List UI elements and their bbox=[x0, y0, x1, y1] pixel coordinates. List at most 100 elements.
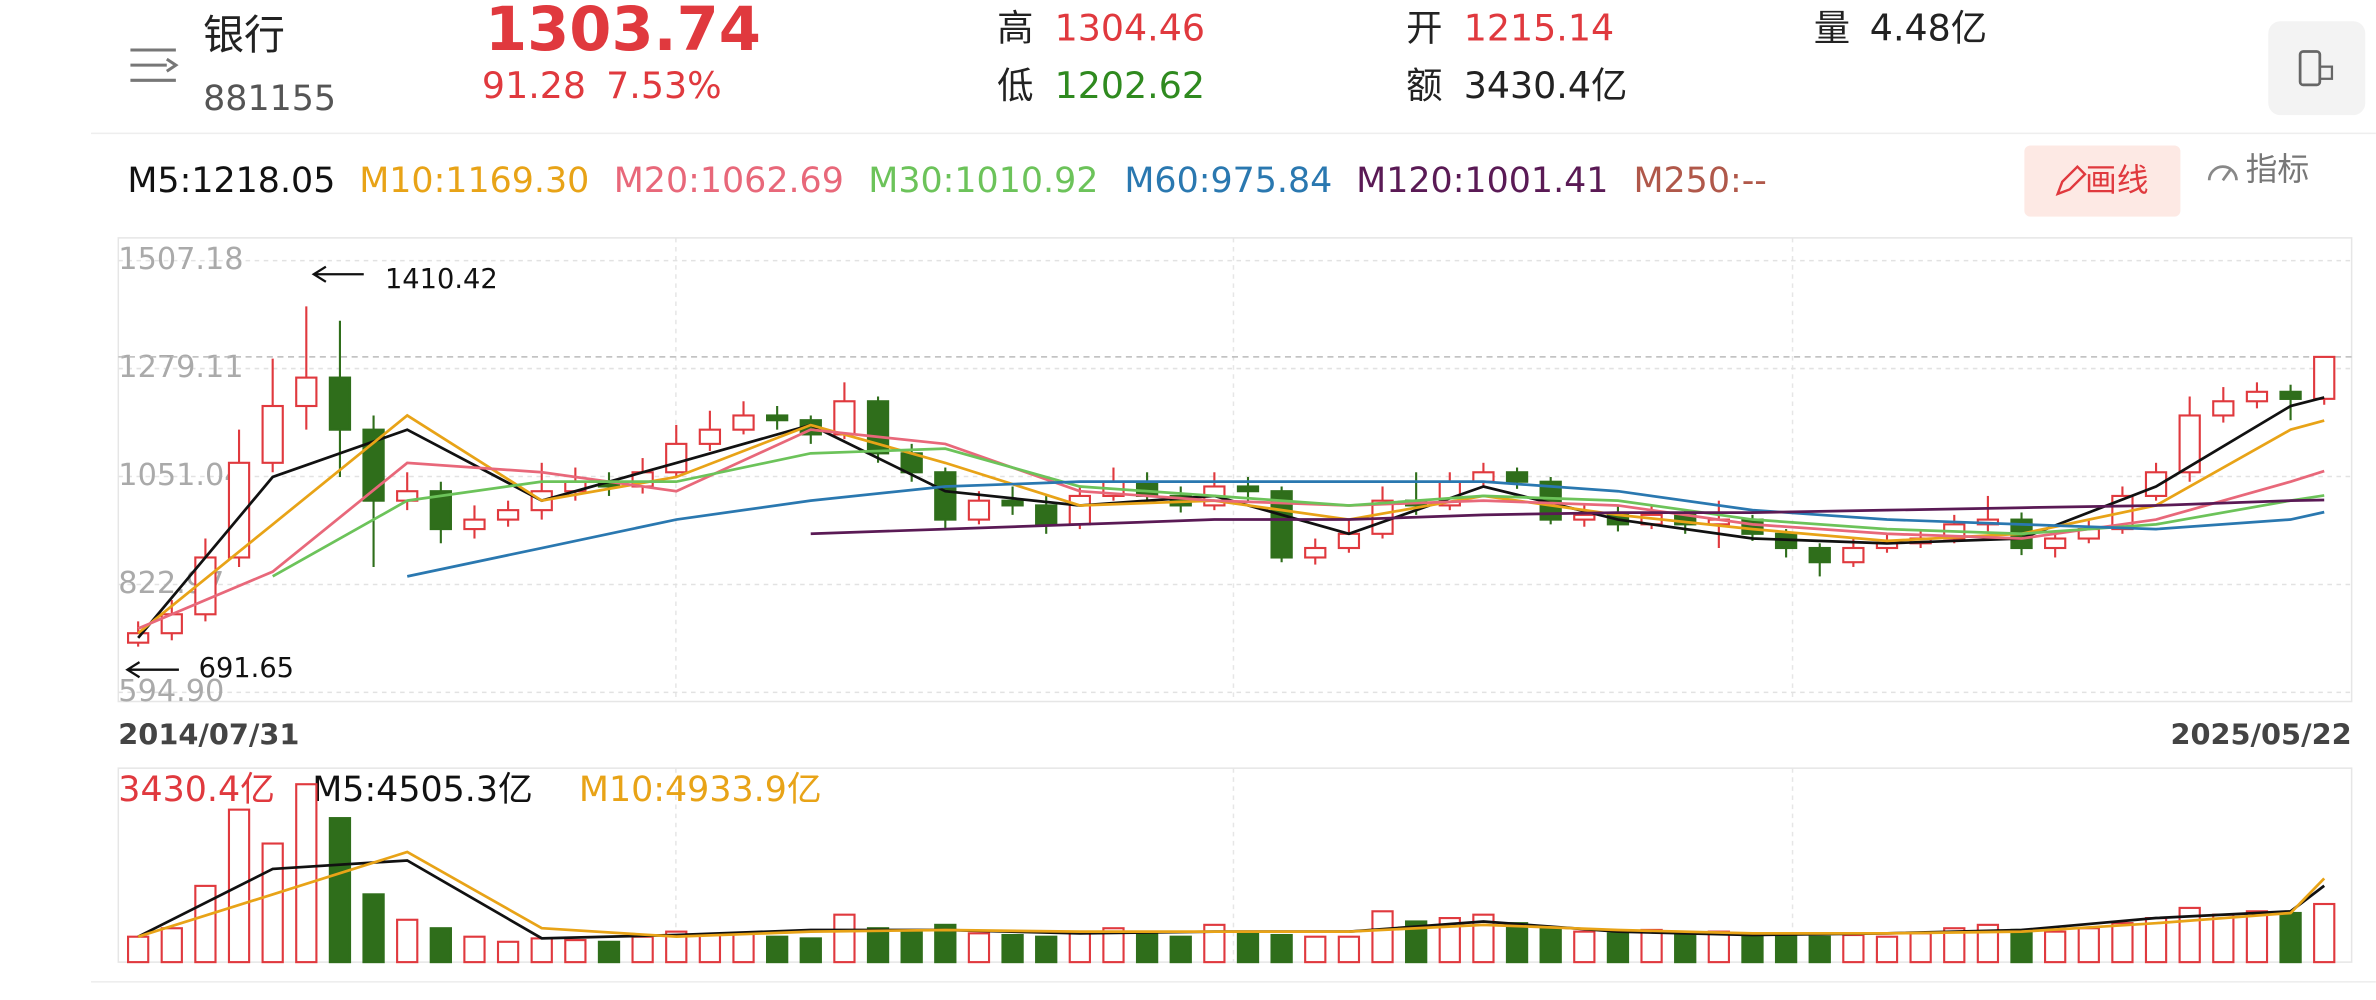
volume-bar bbox=[295, 783, 318, 964]
ma-legend-entry: M60:975.84 bbox=[1124, 161, 1332, 201]
price-panel bbox=[117, 237, 2353, 703]
low-label: 低 bbox=[997, 64, 1033, 107]
ma-legend-entry: M10:1169.30 bbox=[359, 161, 589, 201]
y-tick-label: 1051.04 bbox=[118, 458, 243, 493]
volume-bar bbox=[564, 939, 587, 964]
annotation-label: 691.65 bbox=[199, 653, 294, 684]
ma-line bbox=[137, 428, 2325, 630]
volume-bar bbox=[833, 913, 856, 964]
candle-body bbox=[967, 499, 991, 521]
volume-panel bbox=[117, 767, 2353, 963]
volume-bar bbox=[1405, 920, 1428, 964]
volume-bar bbox=[2077, 927, 2100, 964]
volume-bar bbox=[261, 842, 284, 964]
candle-body bbox=[934, 471, 957, 521]
volume-bar bbox=[799, 937, 822, 964]
volume-bar bbox=[530, 937, 553, 964]
candle-body bbox=[1573, 513, 1596, 521]
open-value: 1215.14 bbox=[1464, 6, 1614, 49]
volume-bar bbox=[597, 940, 621, 964]
volume-bar bbox=[698, 933, 722, 964]
volume-bar bbox=[732, 932, 755, 964]
candle-body bbox=[1808, 546, 1831, 564]
annotation-label: 1410.42 bbox=[385, 264, 498, 295]
volume-bar bbox=[1875, 935, 1899, 964]
volume-bar bbox=[1539, 927, 1562, 964]
volume-bar bbox=[362, 893, 385, 964]
volume-bar bbox=[1135, 932, 1159, 964]
volume-bar bbox=[2245, 910, 2269, 964]
indicator-button[interactable]: 指标 bbox=[2207, 150, 2310, 188]
indicator-label: 指标 bbox=[2246, 150, 2310, 188]
candle-body bbox=[866, 400, 890, 455]
menu-icon[interactable] bbox=[130, 48, 179, 82]
menu-arrow bbox=[165, 57, 179, 73]
pencil-icon bbox=[2055, 164, 2087, 197]
volume-bar bbox=[496, 940, 520, 964]
stock-name: 银行 bbox=[203, 11, 285, 59]
volume-legend: 3430.4亿 bbox=[118, 770, 275, 810]
candle-body bbox=[1304, 546, 1327, 559]
ma-line bbox=[406, 480, 2325, 578]
draw-button[interactable]: 画线 bbox=[2024, 145, 2181, 217]
candle-body bbox=[766, 414, 789, 422]
volume-bar bbox=[1472, 913, 1495, 964]
candle-body bbox=[295, 376, 318, 408]
volume-bar bbox=[160, 927, 183, 964]
landscape-button[interactable] bbox=[2268, 21, 2366, 116]
volume-bar bbox=[1505, 922, 1529, 964]
candle-body bbox=[463, 518, 486, 531]
volume-bar bbox=[1270, 933, 1293, 964]
volume-bar bbox=[1573, 930, 1596, 964]
volume-bar bbox=[1001, 933, 1024, 964]
ma-line bbox=[272, 447, 2325, 578]
candle-body bbox=[1505, 471, 1529, 483]
volume-bar bbox=[463, 935, 486, 964]
gauge-needle bbox=[2221, 168, 2232, 182]
volume-bar bbox=[2279, 911, 2302, 964]
low-value: 1202.62 bbox=[1055, 64, 1205, 107]
ma-legend-entry: M30:1010.92 bbox=[868, 161, 1098, 201]
candle-body bbox=[2144, 471, 2168, 498]
volume-bar bbox=[2212, 913, 2235, 964]
volume-bar bbox=[1236, 930, 1260, 964]
volume-bar bbox=[967, 932, 991, 964]
open-label: 开 bbox=[1406, 6, 1442, 49]
volume-bar bbox=[1371, 910, 1394, 964]
candle-body bbox=[1337, 532, 1361, 550]
stock-code: 881155 bbox=[203, 79, 336, 119]
y-tick-label: 1507.18 bbox=[118, 242, 243, 277]
candle-body bbox=[1035, 504, 1058, 526]
volume-value: 4.48亿 bbox=[1870, 6, 1987, 49]
volume-bar bbox=[665, 930, 688, 964]
volume-bar bbox=[396, 918, 419, 964]
candle-body bbox=[1741, 518, 1764, 535]
volume-bar bbox=[2313, 902, 2336, 964]
phone-icon-part bbox=[2318, 65, 2334, 80]
candle-body bbox=[1236, 485, 1260, 493]
volume-bar bbox=[1943, 927, 1966, 964]
candle-body bbox=[2245, 390, 2269, 403]
candle-body bbox=[126, 632, 150, 644]
volume-bar bbox=[866, 927, 890, 964]
volume-bar bbox=[429, 927, 452, 964]
ma-legend-entry: M250:-- bbox=[1633, 161, 1766, 201]
volume-bar bbox=[1068, 930, 1091, 964]
candle-body bbox=[2313, 355, 2336, 400]
volume-bar bbox=[766, 935, 789, 964]
volume-bar bbox=[1035, 935, 1058, 964]
volume-bar bbox=[1102, 927, 1125, 964]
volume-label: 量 bbox=[1814, 6, 1850, 49]
candle-body bbox=[698, 428, 722, 445]
volume-bar bbox=[2111, 922, 2134, 964]
volume-ma-legend: M5:4505.3亿 bbox=[312, 770, 533, 810]
high-label: 高 bbox=[997, 6, 1033, 49]
candle-body bbox=[227, 461, 251, 559]
volume-bar bbox=[1774, 932, 1798, 964]
amount-value: 3430.4亿 bbox=[1464, 64, 1628, 107]
volume-bar bbox=[126, 935, 150, 964]
volume-bar bbox=[2044, 930, 2067, 964]
candle-body bbox=[261, 404, 284, 464]
